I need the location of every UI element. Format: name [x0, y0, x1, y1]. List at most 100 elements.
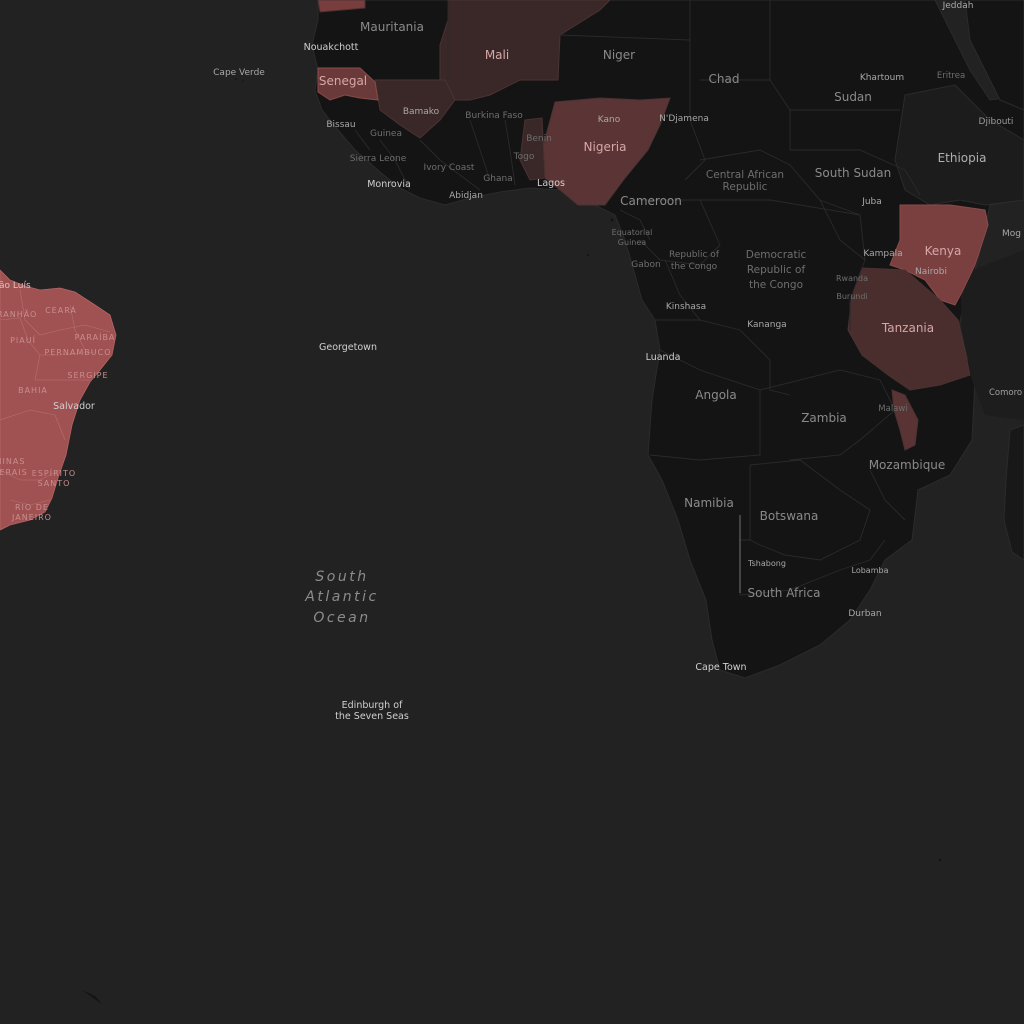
cape-verde-island — [234, 77, 238, 81]
label-niger: Niger — [603, 48, 635, 62]
label-comoros: Comoro — [989, 388, 1022, 398]
label-ethiopia: Ethiopia — [938, 151, 987, 165]
label-city-salvador: Salvador — [53, 401, 95, 412]
country-mali[interactable] — [439, 0, 611, 101]
label-benin: Benin — [526, 134, 552, 144]
label-city-juba: Juba — [861, 197, 882, 207]
label-rep-congo-line2: the Congo — [671, 262, 718, 272]
label-state-sergipe: SERGIPE — [67, 371, 108, 380]
label-cameroon: Cameroon — [620, 194, 682, 208]
label-city-tshabong: Tshabong — [747, 559, 786, 568]
ocean-label-line3: Ocean — [313, 610, 370, 626]
label-mauritania: Mauritania — [360, 20, 424, 34]
label-state-maranhao: MARANHÃO — [0, 309, 37, 319]
label-togo: Togo — [513, 152, 535, 162]
label-state-rio-line2: JANEIRO — [11, 513, 52, 522]
country-tanzania[interactable] — [847, 267, 971, 391]
label-city-edinburgh-line2: the Seven Seas — [335, 711, 409, 722]
label-angola: Angola — [695, 388, 736, 402]
label-city-mog: Mog — [1002, 229, 1021, 239]
label-state-minas-line2: GERAIS — [0, 468, 28, 477]
label-drc-line2: Republic of — [747, 264, 806, 276]
label-city-georgetown: Georgetown — [319, 342, 377, 353]
label-city-bissau: Bissau — [326, 120, 355, 130]
label-city-ndjamena: N'Djamena — [659, 114, 709, 124]
label-eq-guinea-line1: Equatorial — [612, 228, 653, 237]
label-state-espirito-line2: SANTO — [38, 479, 71, 488]
label-malawi: Malawi — [878, 404, 907, 414]
label-city-kinshasa: Kinshasa — [666, 302, 706, 312]
label-state-ceara: CEARÁ — [45, 304, 77, 315]
label-city-nouakchott: Nouakchott — [304, 42, 359, 53]
label-zambia: Zambia — [801, 411, 847, 425]
label-senegal: Senegal — [319, 74, 367, 88]
country-mauritania-piece[interactable] — [317, 0, 366, 13]
country-kenya[interactable] — [889, 204, 989, 306]
label-tanzania: Tanzania — [881, 321, 934, 335]
label-city-sao-luis: São Luís — [0, 281, 31, 291]
label-djibouti: Djibouti — [979, 117, 1014, 127]
label-city-durban: Durban — [848, 609, 881, 619]
label-state-pernambuco: PERNAMBUCO — [44, 348, 111, 357]
label-car-line2: Republic — [723, 181, 768, 193]
label-state-piaui: PIAUÍ — [10, 334, 36, 345]
country-senegal[interactable] — [317, 67, 379, 101]
label-mali: Mali — [485, 48, 509, 62]
label-sierra-leone: Sierra Leone — [350, 154, 407, 164]
island-bioko — [610, 218, 614, 222]
label-eq-guinea-line2: Guinea — [618, 238, 646, 247]
label-state-espirito-line1: ESPÍRITO — [32, 467, 76, 478]
label-drc-line1: Democratic — [746, 249, 807, 261]
label-drc-line3: the Congo — [749, 279, 803, 291]
label-city-kampala: Kampala — [863, 249, 902, 259]
label-south-sudan: South Sudan — [815, 166, 892, 180]
cape-verde-island — [242, 80, 244, 82]
label-car-line1: Central African — [706, 169, 784, 181]
label-city-luanda: Luanda — [646, 352, 681, 363]
island-sao-tome — [587, 254, 589, 256]
label-city-khartoum: Khartoum — [860, 73, 904, 83]
ocean-label-line1: South — [315, 569, 368, 585]
country-burkina-region[interactable] — [374, 79, 456, 139]
label-city-jeddah: Jeddah — [942, 1, 974, 11]
label-city-edinburgh-line1: Edinburgh of — [342, 700, 403, 711]
label-city-cape-town: Cape Town — [695, 662, 746, 673]
country-benin-region[interactable] — [519, 117, 546, 181]
label-city-lobamba: Lobamba — [852, 566, 889, 575]
label-botswana: Botswana — [760, 509, 819, 523]
label-city-kano: Kano — [598, 115, 621, 125]
label-rwanda: Rwanda — [836, 274, 868, 283]
island-south — [82, 990, 102, 1004]
madagascar-landmass — [1003, 424, 1024, 561]
label-rep-congo-line1: Republic of — [669, 250, 720, 260]
horn-region — [894, 84, 1024, 206]
ocean-label-line2: Atlantic — [304, 589, 378, 605]
east-coast-shelf — [960, 250, 1024, 420]
country-brazil[interactable] — [0, 269, 117, 531]
label-city-abidjan: Abidjan — [449, 191, 483, 201]
label-state-bahia: BAHIA — [18, 386, 48, 395]
country-malawi[interactable] — [891, 389, 919, 451]
label-burundi: Burundi — [836, 292, 867, 301]
arabia-landmass — [964, 0, 1024, 111]
label-guinea: Guinea — [370, 129, 402, 139]
label-burkina-faso: Burkina Faso — [465, 111, 523, 121]
island-marker — [938, 858, 942, 862]
brazil-state-borders — [0, 289, 111, 506]
label-kenya: Kenya — [925, 244, 962, 258]
label-city-monrovia: Monrovia — [367, 179, 411, 190]
label-nigeria: Nigeria — [584, 140, 627, 154]
label-city-bamako: Bamako — [403, 107, 440, 117]
label-state-rio-line1: RIO DE — [15, 503, 49, 512]
label-city-nairobi: Nairobi — [915, 267, 947, 277]
label-south-africa: South Africa — [748, 586, 821, 600]
label-ghana: Ghana — [483, 174, 512, 184]
label-gabon: Gabon — [631, 260, 660, 270]
label-mozambique: Mozambique — [869, 458, 946, 472]
label-city-cape-verde: Cape Verde — [213, 68, 265, 78]
label-chad: Chad — [709, 72, 740, 86]
label-eritrea: Eritrea — [937, 71, 965, 81]
label-city-lagos: Lagos — [537, 178, 565, 189]
label-state-minas-line1: MINAS — [0, 457, 25, 466]
